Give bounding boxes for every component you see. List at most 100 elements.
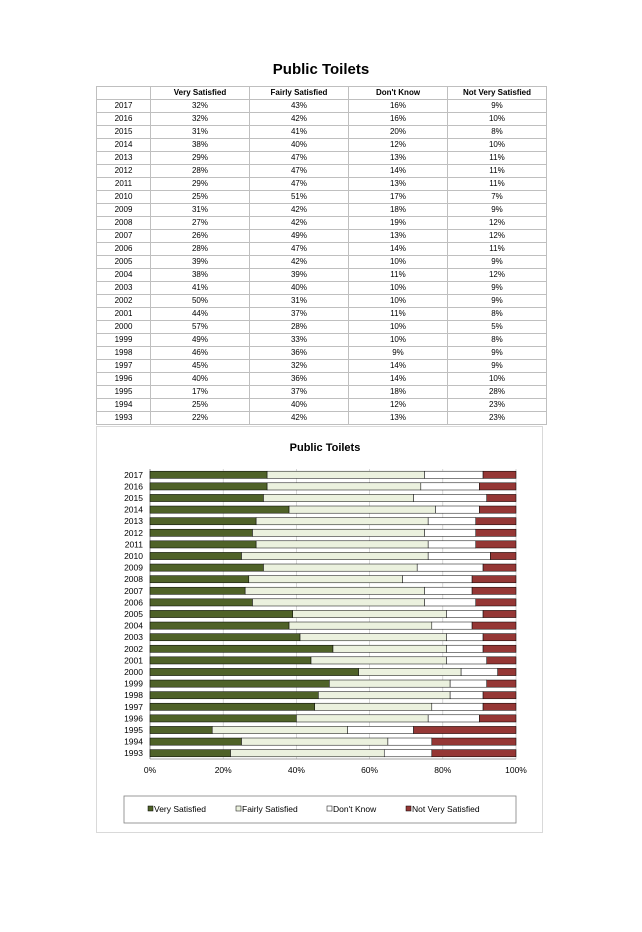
bar-segment: [149, 470, 268, 479]
table-value-cell: 44%: [150, 307, 250, 321]
bar-segment: [427, 517, 476, 526]
bar-segment: [149, 702, 315, 711]
bar-segment: [482, 563, 517, 572]
bar-segment: [314, 702, 433, 711]
table-value-cell: 40%: [150, 372, 250, 386]
table-value-cell: 42%: [249, 255, 349, 269]
table-value-cell: 43%: [249, 99, 349, 113]
bar-segment: [252, 598, 425, 607]
bar-segment: [266, 482, 422, 491]
table-value-cell: 12%: [348, 398, 448, 412]
bar-segment: [482, 644, 517, 653]
table-value-cell: 31%: [150, 125, 250, 139]
table-value-cell: 14%: [348, 164, 448, 178]
table-year-cell: 2004: [96, 268, 151, 282]
table-value-cell: 5%: [447, 320, 547, 334]
bar-segment: [248, 575, 403, 584]
table-value-cell: 10%: [447, 112, 547, 126]
table-value-cell: 23%: [447, 398, 547, 412]
bar-segment: [471, 621, 517, 630]
table-row: 1996 40% 36% 14% 10%: [96, 372, 547, 386]
table-value-cell: 17%: [348, 190, 448, 204]
bar-segment: [446, 610, 484, 618]
table-row: 2010 25% 51% 17% 7%: [96, 190, 547, 204]
table-year-cell: 1993: [96, 411, 151, 425]
table-year-cell: 1998: [96, 346, 151, 360]
legend-box: [123, 795, 517, 824]
table-value-cell: 25%: [150, 190, 250, 204]
table-value-cell: 41%: [249, 125, 349, 139]
table-row: 1994 25% 40% 12% 23%: [96, 398, 547, 412]
bar-segment: [446, 644, 484, 653]
table-value-cell: 16%: [348, 112, 448, 126]
table-value-cell: 7%: [447, 190, 547, 204]
bar-segment: [149, 610, 293, 618]
table-row: 1997 45% 32% 14% 9%: [96, 359, 547, 373]
bar-segment: [431, 621, 473, 630]
table-value-cell: 19%: [348, 216, 448, 230]
y-tick-label: 2009: [124, 563, 143, 573]
table-value-cell: 13%: [348, 229, 448, 243]
bar-segment: [296, 714, 429, 723]
x-tick-label: 100%: [505, 765, 527, 775]
table-header-cell: [96, 86, 151, 100]
bar-segment: [449, 691, 484, 700]
bar-segment: [402, 575, 473, 584]
table-value-cell: 33%: [249, 333, 349, 347]
bar-segment: [424, 586, 473, 595]
table-year-cell: 2011: [96, 177, 151, 191]
table-value-cell: 38%: [150, 268, 250, 282]
table-value-cell: 16%: [348, 99, 448, 113]
legend-label: Don't Know: [333, 804, 377, 814]
legend-swatch: [326, 805, 333, 812]
bar-segment: [383, 749, 433, 758]
y-tick-label: 2003: [124, 632, 143, 642]
y-tick-label: 2014: [124, 505, 143, 515]
table-value-cell: 51%: [249, 190, 349, 204]
bar-segment: [486, 494, 517, 502]
table-value-cell: 47%: [249, 151, 349, 165]
table-value-cell: 47%: [249, 164, 349, 178]
bar-segment: [482, 633, 517, 642]
table-row: 2016 32% 42% 16% 10%: [96, 112, 547, 126]
bar-segment: [424, 470, 484, 479]
table-header-row: Very Satisfied Fairly Satisfied Don't Know…: [96, 86, 547, 100]
table-value-cell: 20%: [348, 125, 448, 139]
table-header-cell: Very Satisfied: [150, 86, 250, 100]
bar-segment: [479, 714, 517, 723]
bar-segment: [255, 517, 429, 526]
table-value-cell: 14%: [348, 242, 448, 256]
bar-segment: [486, 679, 517, 688]
bar-segment: [263, 494, 414, 502]
bar-segment: [358, 668, 462, 676]
bar-segment: [241, 737, 389, 746]
table-value-cell: 28%: [150, 242, 250, 256]
table-value-cell: 29%: [150, 177, 250, 191]
y-tick-label: 2001: [124, 655, 143, 665]
table-value-cell: 49%: [249, 229, 349, 243]
table-value-cell: 10%: [447, 138, 547, 152]
table-year-cell: 2014: [96, 138, 151, 152]
table-value-cell: 14%: [348, 372, 448, 386]
table-value-cell: 9%: [447, 99, 547, 113]
legend-swatch: [405, 805, 412, 812]
bar-segment: [149, 656, 312, 665]
y-tick-label: 2004: [124, 621, 143, 631]
y-tick-label: 2008: [124, 574, 143, 584]
y-tick-label: 2015: [124, 493, 143, 503]
table-value-cell: 9%: [447, 281, 547, 295]
bar-segment: [486, 656, 517, 665]
table-row: 1995 17% 37% 18% 28%: [96, 385, 547, 399]
table-value-cell: 23%: [447, 411, 547, 425]
table-value-cell: 27%: [150, 216, 250, 230]
table-year-cell: 1994: [96, 398, 151, 412]
legend-label: Fairly Satisfied: [242, 804, 298, 814]
table-value-cell: 40%: [249, 398, 349, 412]
table-value-cell: 11%: [348, 268, 448, 282]
table-row: 2006 28% 47% 14% 11%: [96, 242, 547, 256]
bar-segment: [149, 679, 330, 688]
table-value-cell: 42%: [249, 411, 349, 425]
bar-segment: [310, 656, 447, 665]
table-value-cell: 12%: [447, 216, 547, 230]
table-year-cell: 2010: [96, 190, 151, 204]
